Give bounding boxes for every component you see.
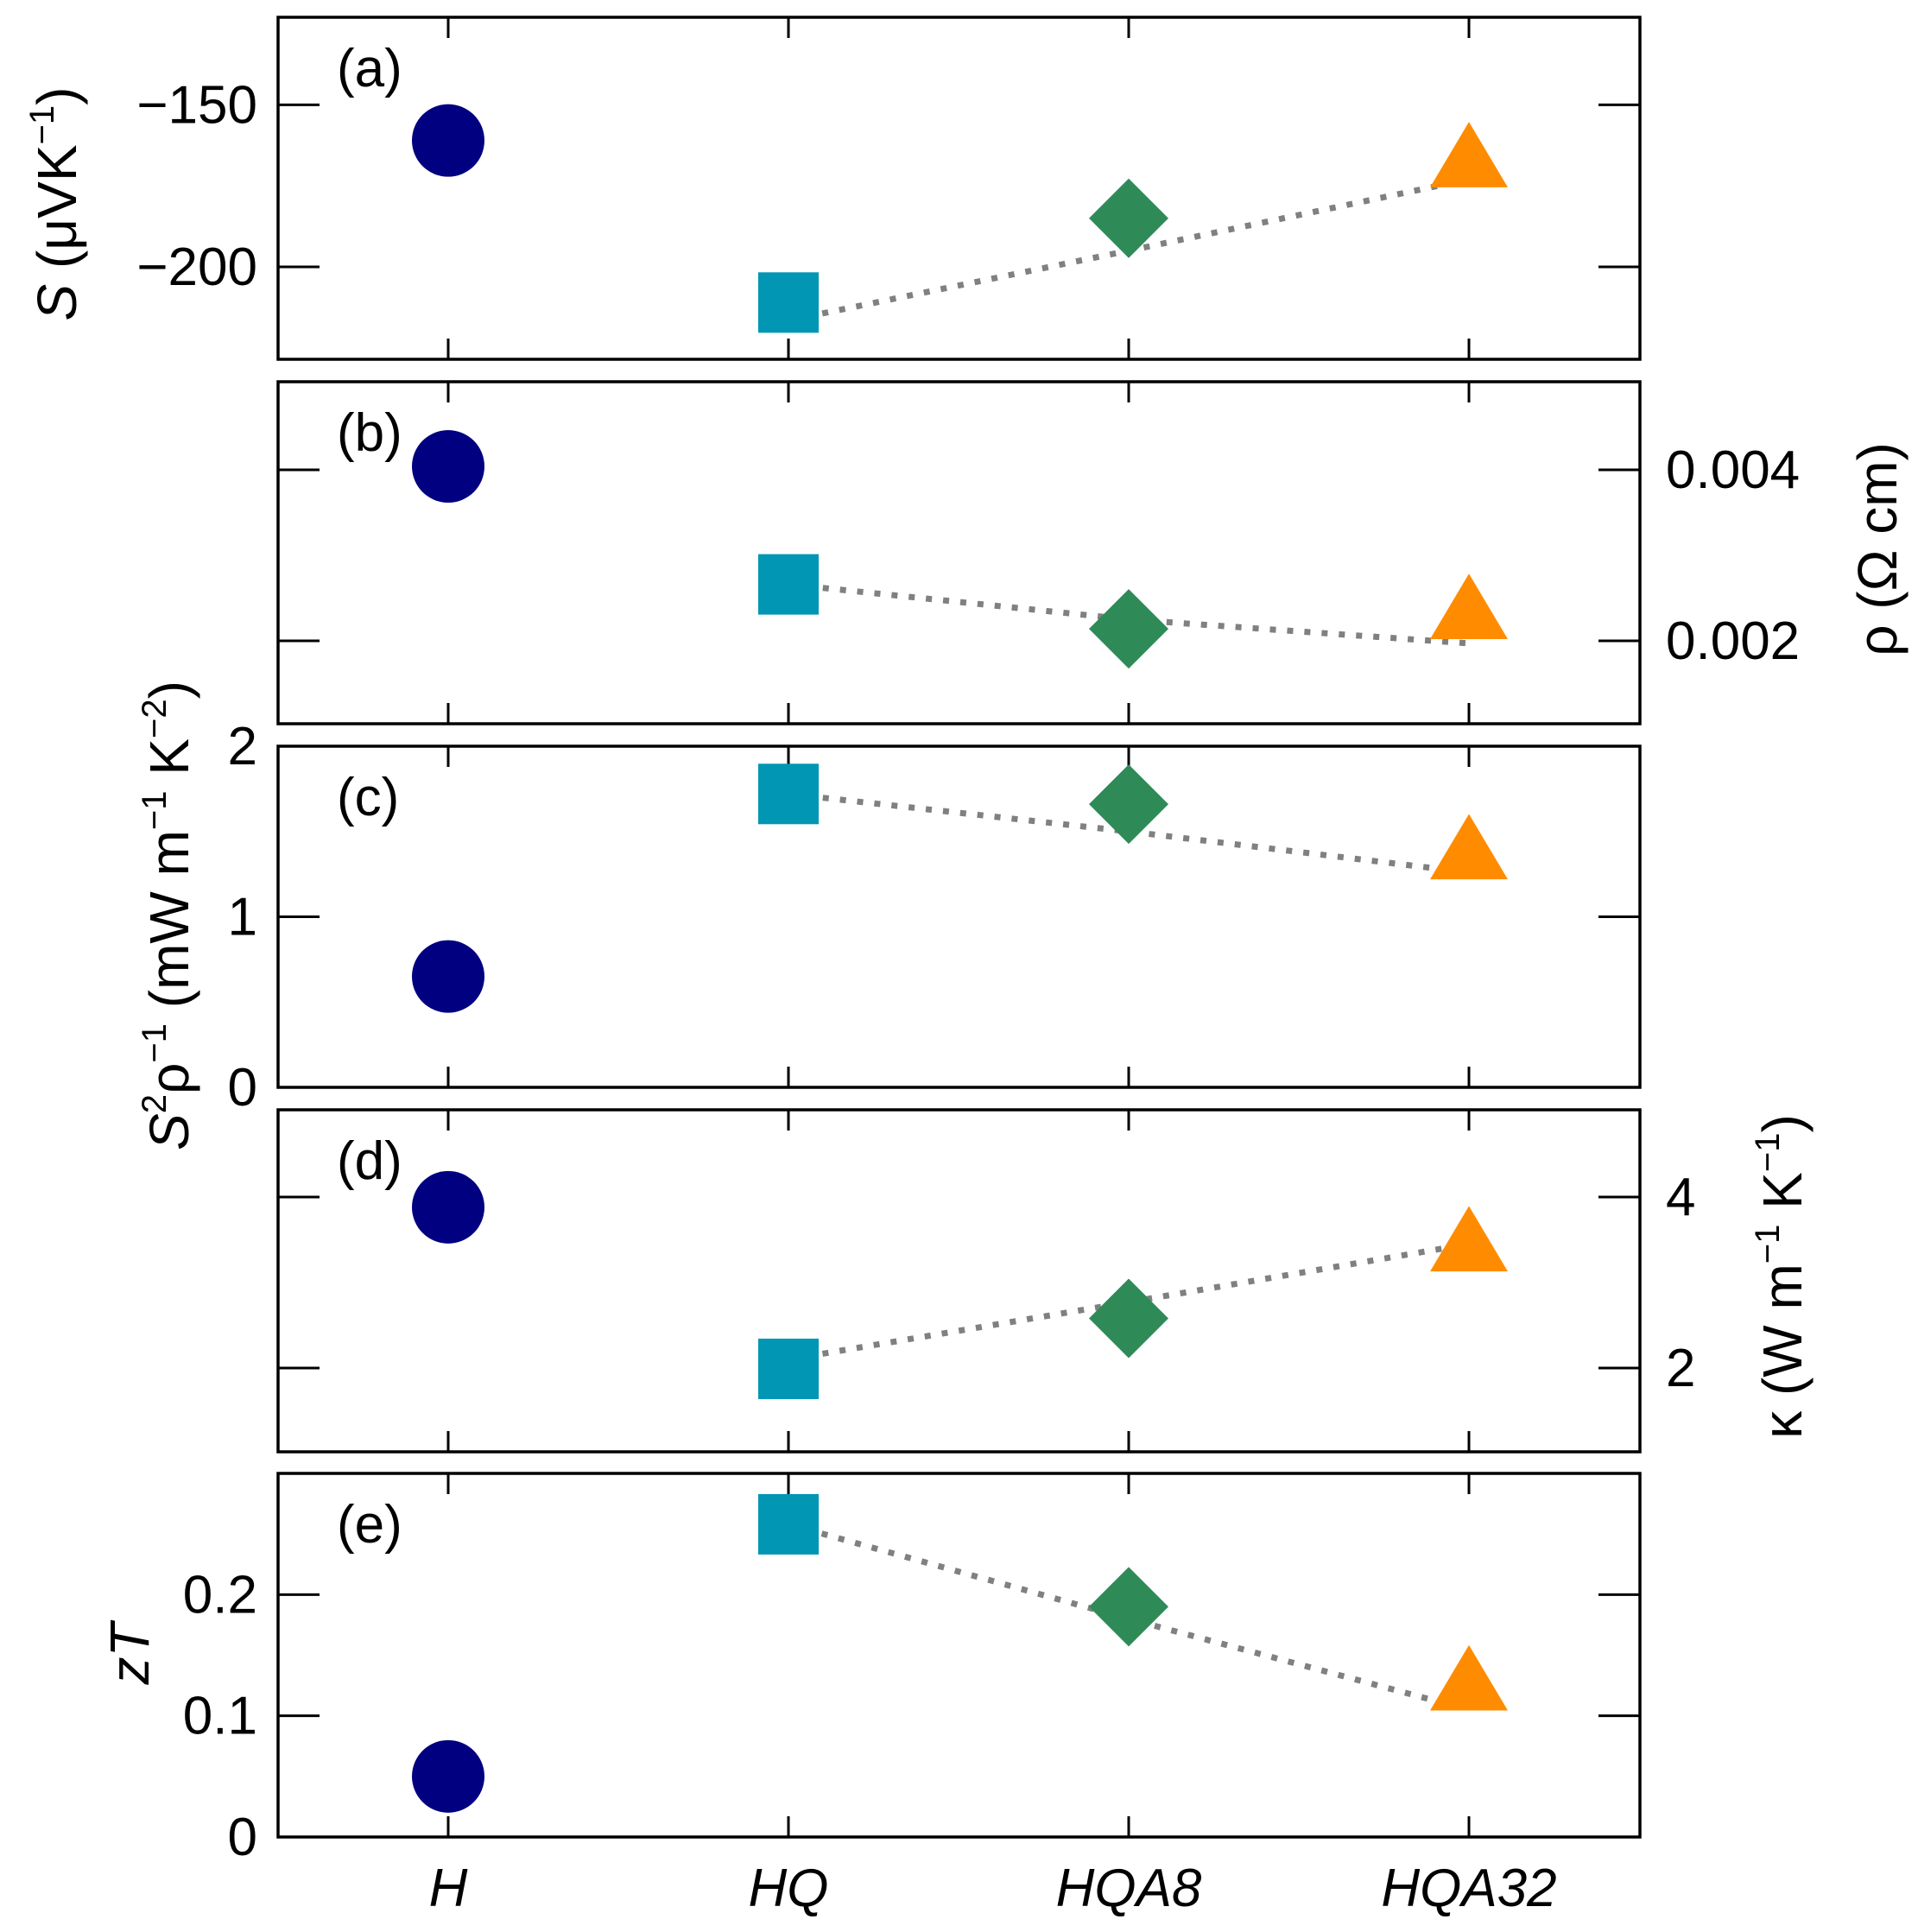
ylabel-pf-rho-sup: −1 [136,1023,174,1063]
ylabel-resistivity: ρ (Ω cm) [1846,442,1909,656]
ylabel-pf-rho: ρ [138,1063,200,1094]
panel-d-frame [276,1108,1642,1454]
panel-d-point-hqa32 [1430,1206,1508,1272]
ylabel-pf-unit-post: ) [138,681,200,699]
panel-c: 0 1 2 (c) [228,717,1642,1118]
ylabel-zt: zT [98,1620,161,1686]
ylabel-thermal-conductivity: κ (W m−1 K−1) [1749,1114,1814,1439]
panel-d-label: (d) [337,1131,402,1191]
panel-d: 2 4 (d) [276,1108,1695,1454]
ylabel-pf-unit-sup2: −2 [136,699,174,738]
ylabel-pf-unit-mid: K [138,738,200,790]
panel-b-ytick-label-0-004: 0.004 [1666,440,1800,500]
panel-c-ytick-label-0: 0 [228,1058,257,1118]
ylabel-kappa-unit-sup1: −1 [1749,1225,1787,1264]
panel-b-point-hqa8 [1089,589,1168,669]
panel-e-ytick-label-0-2: 0.2 [183,1565,257,1625]
panel-b-label: (b) [337,403,402,463]
panel-a-point-hqa8 [1089,178,1168,258]
panel-c-ytick-label-1: 1 [228,888,257,947]
panel-c-ytick-label-2: 2 [228,717,257,776]
panel-a-point-hqa32 [1430,122,1508,187]
x-category-labels: H HQ HQA8 HQA32 [429,1859,1557,1918]
ylabel-kappa-unit-sup2: −1 [1749,1133,1787,1173]
ylabel-pf-s: S [138,1113,200,1150]
panel-c-point-hq [758,763,819,825]
ylabel-kappa-unit-pre: (W m [1751,1264,1814,1411]
panel-b-frame [276,380,1642,725]
ylabel-kappa-symbol: κ [1751,1410,1814,1439]
x-label-hq: HQ [749,1859,829,1918]
panel-c-dotted-trend-line [788,790,1470,876]
panel-d-ytick-label-4: 4 [1666,1168,1695,1227]
panel-a-point-h [412,104,484,177]
panel-a-point-hq [758,272,819,333]
panel-e-label: (e) [337,1495,402,1555]
x-label-h: H [429,1859,468,1918]
panel-e-ytick-label-0-1: 0.1 [183,1687,257,1746]
ylabel-power-factor: S2ρ−1 (mW m−1 K−2) [136,681,200,1150]
x-label-hqa8: HQA8 [1056,1859,1202,1918]
ylabel-resistivity-unit: (Ω cm) [1846,442,1909,624]
panel-b: 0.002 0.004 (b) [276,380,1800,725]
ylabel-kappa-unit-post: ) [1751,1114,1814,1132]
ylabel-seebeck-symbol: S [26,284,88,321]
panel-c-point-hqa8 [1089,764,1168,845]
panel-d-point-hq [758,1338,819,1399]
panel-a-ytick-label--200: −200 [136,238,257,297]
x-label-hqa32: HQA32 [1381,1859,1556,1918]
panel-e-frame [276,1472,1642,1839]
panel-b-point-h [412,430,484,504]
ylabel-seebeck-unit: (μVK [26,144,88,283]
panel-d-ytick-label-2: 2 [1666,1339,1695,1398]
panels-group: −200−150(a)0.0020.004(b)012(c)24(d)00.10… [136,16,1800,1867]
panel-c-frame [276,744,1642,1089]
panel-d-point-h [412,1170,484,1244]
panel-e-point-hqa32 [1430,1644,1508,1711]
panel-b-point-hqa32 [1430,573,1508,639]
panel-c-point-hqa32 [1430,814,1508,880]
panel-a-ytick-label--150: −150 [136,75,257,135]
panel-d-point-hqa8 [1089,1278,1168,1359]
panel-e-dotted-trend-line [788,1521,1470,1713]
panel-b-ytick-label-0-002: 0.002 [1666,611,1800,671]
panel-a: −200 −150 (a) [136,16,1642,361]
ylabel-seebeck-sup: −1 [23,105,61,145]
panel-e-point-hqa8 [1089,1567,1168,1647]
panel-e-point-hq [758,1493,819,1555]
panel-a-frame [276,16,1642,361]
panel-e: 0 0.1 0.2 (e) [183,1472,1642,1867]
panel-b-point-hq [758,554,819,615]
panel-d-dotted-trend-line [788,1240,1470,1363]
ylabel-pf-unit-sup1: −1 [136,790,174,830]
panel-c-point-h [412,940,484,1013]
ylabel-seebeck: S (μVK−1) [23,87,88,321]
panel-e-point-h [412,1739,484,1813]
ylabel-seebeck-close: ) [26,87,88,105]
ylabel-pf-s-sup: 2 [136,1094,174,1113]
panel-a-label: (a) [337,39,402,98]
ylabel-resistivity-symbol: ρ [1846,624,1909,656]
ylabel-pf-unit-pre: (mW m [138,830,200,1023]
panel-c-label: (c) [337,768,399,827]
ylabel-kappa-unit-mid: K [1751,1172,1814,1224]
panel-e-ytick-label-0: 0 [228,1808,257,1867]
